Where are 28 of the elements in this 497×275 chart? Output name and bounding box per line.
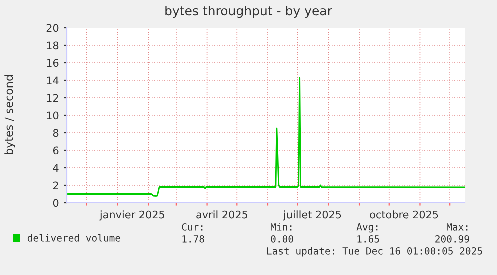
y-tick-label: 2 xyxy=(53,182,58,190)
y-tick-label: 8 xyxy=(53,129,59,138)
y-tick-label: 20 xyxy=(46,24,59,32)
y-tick-label: 4 xyxy=(53,164,59,172)
text: 0.00 xyxy=(271,235,294,243)
y-tick-label: 16 xyxy=(47,59,59,68)
y-tick-label: 0 xyxy=(53,199,59,208)
text: Max: xyxy=(446,224,468,231)
x-tick-label: juillet 2025 xyxy=(283,210,342,221)
text: Last update: Tue Dec 16 01:00:05 2025 xyxy=(267,247,482,257)
legend-label: delivered volume xyxy=(28,234,120,242)
chart-title: bytes throughput - by year xyxy=(166,6,332,18)
text: Avg: xyxy=(356,224,378,233)
y-tick-label: 12 xyxy=(47,94,58,102)
y-tick-label: 10 xyxy=(47,112,59,120)
line-series xyxy=(67,77,465,197)
y-axis-title: bytes / second xyxy=(4,75,16,155)
x-tick-label: octobre 2025 xyxy=(370,210,438,219)
x-tick-label: janvier 2025 xyxy=(100,210,164,221)
text: 1.65 xyxy=(358,235,380,243)
y-tick-label: 6 xyxy=(53,146,59,155)
y-tick-label: 14 xyxy=(47,76,59,84)
text: 200.99 xyxy=(436,235,470,243)
y-tick-label: 18 xyxy=(47,42,59,50)
text: Min: xyxy=(270,223,292,231)
x-tick-label: avril 2025 xyxy=(196,210,248,219)
text: 1.78 xyxy=(182,235,204,243)
text: Cur: xyxy=(182,223,203,231)
